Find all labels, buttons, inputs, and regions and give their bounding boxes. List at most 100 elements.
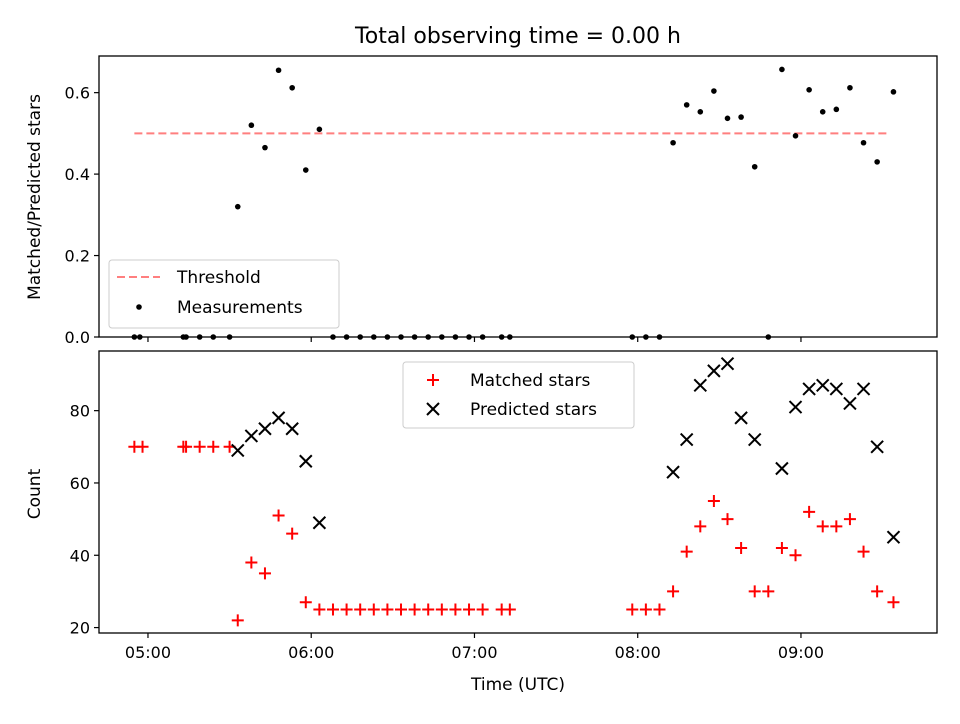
predicted-star-point — [720, 356, 735, 371]
measurement-point — [316, 126, 323, 133]
matched-star-point — [207, 440, 220, 453]
matched-star-point — [653, 603, 666, 616]
predicted-star-point — [886, 530, 901, 544]
matched-star-point — [816, 520, 829, 533]
measurement-point — [806, 87, 812, 93]
top-legend: Threshold Measurements — [108, 259, 340, 329]
matched-star-point — [354, 603, 367, 616]
matched-star-point — [258, 567, 271, 580]
matched-star-point — [463, 603, 476, 616]
matched-star-point — [286, 527, 299, 540]
bottom-panel-marks — [128, 356, 901, 627]
measurement-point — [833, 106, 840, 113]
bottom-xtick-label: 05:00 — [125, 643, 171, 662]
measurement-point — [874, 159, 880, 165]
predicted-star-point — [666, 465, 680, 479]
top-ytick-label: 0.6 — [65, 84, 90, 103]
matched-star-point — [193, 440, 206, 453]
matched-star-point — [340, 603, 353, 616]
measurement-point — [289, 84, 295, 91]
bottom-xtick-label: 07:00 — [451, 643, 497, 662]
matched-star-point — [857, 545, 870, 558]
bottom-legend-predicted-label: Predicted stars — [470, 400, 597, 420]
predicted-star-point — [707, 364, 721, 378]
predicted-star-point — [788, 400, 803, 414]
bottom-ytick-label: 60 — [70, 474, 90, 493]
bottom-xtick-label: 08:00 — [615, 643, 661, 662]
measurement-point — [697, 108, 704, 115]
bottom-legend-matched-swatch — [427, 374, 439, 386]
measurement-point — [248, 122, 255, 129]
matched-star-point — [395, 603, 408, 616]
matched-star-point — [887, 596, 900, 609]
matched-star-point — [313, 603, 326, 616]
bottom-ytick-label: 20 — [70, 619, 90, 638]
matched-star-point — [503, 603, 516, 616]
matched-star-point — [326, 603, 339, 616]
matched-star-point — [299, 596, 312, 609]
top-legend-measurements-label: Measurements — [177, 298, 303, 318]
predicted-star-point — [734, 411, 748, 425]
matched-star-point — [871, 585, 884, 598]
bottom-panel-frame — [98, 350, 938, 634]
top-ytick-label: 0.2 — [65, 247, 90, 266]
measurement-point — [670, 139, 676, 146]
bottom-xtick-label: 06:00 — [288, 643, 334, 662]
predicted-star-point — [870, 440, 884, 454]
matched-star-point — [381, 603, 394, 616]
matched-star-point — [408, 603, 421, 616]
top-panel-ylabel: Matched/Predicted stars — [25, 94, 45, 300]
top-legend-box — [108, 259, 340, 329]
predicted-star-point — [244, 429, 259, 443]
measurement-point — [860, 139, 867, 146]
bottom-legend: Matched stars Predicted stars — [402, 361, 635, 429]
matched-star-point — [762, 585, 775, 598]
bottom-legend-matched-label: Matched stars — [470, 371, 590, 391]
predicted-star-point — [829, 382, 844, 396]
measurement-point — [262, 144, 268, 151]
top-panel: 0.0 0.2 0.4 0.6 Matched/Predicted stars — [25, 55, 938, 347]
predicted-star-point — [693, 378, 707, 393]
matched-star-point — [789, 549, 802, 562]
measurement-point — [683, 102, 690, 108]
matched-star-point — [707, 495, 720, 508]
bottom-legend-predicted-swatch — [426, 402, 440, 416]
top-legend-measurements-swatch — [136, 304, 142, 310]
matched-star-point — [843, 513, 856, 526]
matched-star-point — [449, 603, 462, 616]
measurement-point — [275, 67, 282, 74]
matched-star-point — [180, 440, 193, 453]
matched-star-point — [775, 542, 788, 555]
matched-star-point — [667, 585, 680, 598]
bottom-ytick-label: 80 — [70, 402, 90, 421]
predicted-star-point — [312, 516, 327, 530]
matched-star-point — [231, 614, 244, 627]
predicted-star-point — [843, 396, 857, 411]
predicted-star-point — [775, 461, 789, 476]
matched-star-point — [245, 556, 258, 569]
measurement-point — [234, 203, 241, 210]
matched-star-point — [803, 505, 816, 518]
top-panel-axis: 0.0 0.2 0.4 0.6 — [65, 84, 802, 347]
matched-star-point — [721, 513, 734, 526]
bottom-legend-box — [402, 361, 635, 429]
top-ytick-label: 0.4 — [65, 165, 90, 184]
measurement-point — [890, 89, 897, 95]
top-ytick-label: 0.0 — [65, 328, 90, 347]
predicted-star-point — [679, 432, 694, 447]
measurement-point — [724, 115, 731, 122]
bottom-panel-xlabel: Time (UTC) — [470, 675, 565, 695]
matched-star-point — [272, 509, 285, 522]
measurement-point — [302, 167, 309, 173]
top-legend-threshold-label: Threshold — [176, 268, 261, 288]
measurement-point — [847, 84, 853, 91]
matched-star-point — [476, 603, 489, 616]
top-chart-title: Total observing time = 0.00 h — [354, 24, 681, 49]
matched-star-point — [435, 603, 448, 616]
matched-star-point — [626, 603, 639, 616]
predicted-star-point — [231, 443, 245, 458]
predicted-star-point — [271, 411, 286, 425]
matched-star-point — [422, 603, 435, 616]
predicted-star-point — [856, 382, 871, 396]
